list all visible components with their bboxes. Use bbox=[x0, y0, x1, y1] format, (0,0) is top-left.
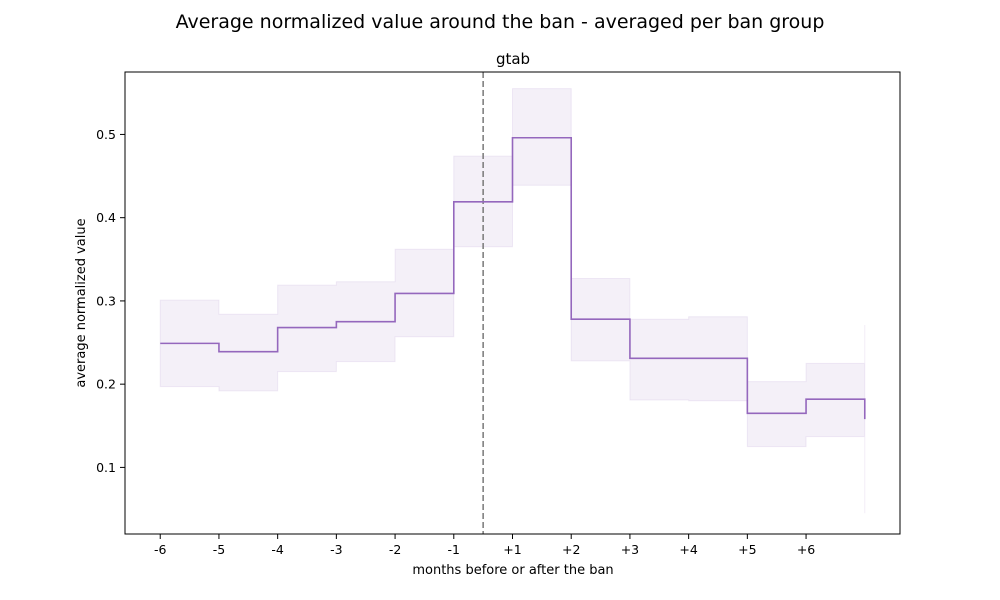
series-line bbox=[160, 136, 866, 420]
x-tick-label: -5 bbox=[213, 542, 225, 557]
x-tick-label: +2 bbox=[562, 542, 580, 557]
y-tick-label: 0.2 bbox=[96, 377, 116, 392]
x-tick-label: +6 bbox=[797, 542, 815, 557]
x-tick-label: -2 bbox=[389, 542, 401, 557]
y-tick-label: 0.1 bbox=[96, 460, 116, 475]
x-tick-label: +1 bbox=[503, 542, 521, 557]
y-tick-label: 0.4 bbox=[96, 210, 116, 225]
x-tick-label: -6 bbox=[154, 542, 167, 557]
chart-suptitle: Average normalized value around the ban … bbox=[176, 11, 825, 33]
y-tick-label: 0.3 bbox=[96, 293, 116, 308]
x-tick-label: -3 bbox=[330, 542, 342, 557]
y-axis-label: average normalized value bbox=[74, 218, 89, 387]
x-tick-label: +5 bbox=[738, 542, 756, 557]
x-tick-label: +4 bbox=[679, 542, 697, 557]
x-axis-label: months before or after the ban bbox=[412, 563, 613, 578]
x-tick-label: -1 bbox=[448, 542, 460, 557]
chart-title: gtab bbox=[496, 50, 530, 68]
x-tick-label: -4 bbox=[271, 542, 284, 557]
x-tick-label: +3 bbox=[621, 542, 639, 557]
y-tick-label: 0.5 bbox=[96, 127, 116, 142]
plot-area: -6 -5 -4 -3 -2 -1 +1 +2 +3 +4 +5 +6 0.1 0.2 0.3 0.4 0.5 bbox=[96, 71, 901, 557]
